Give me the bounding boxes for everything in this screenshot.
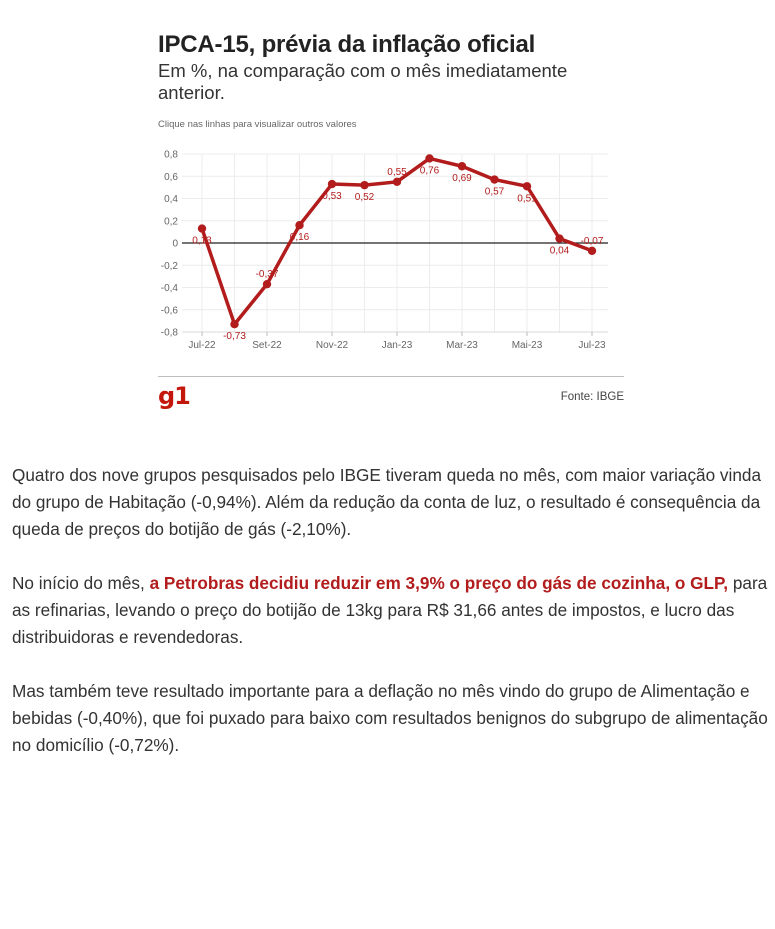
x-tick-label: Nov-22 xyxy=(316,340,349,351)
data-label: -0,37 xyxy=(256,269,279,280)
y-tick-label: 0,4 xyxy=(164,194,178,205)
data-point xyxy=(490,175,499,184)
chart-divider xyxy=(158,376,624,377)
chart-source: Fonte: IBGE xyxy=(560,391,624,403)
data-point xyxy=(360,180,369,190)
data-point xyxy=(327,179,337,189)
data-label: 0,52 xyxy=(355,192,375,203)
petrobras-link[interactable]: a Petrobras decidiu reduzir em 3,9% o pr… xyxy=(149,573,729,593)
y-tick-label: -0,2 xyxy=(161,261,179,272)
data-point xyxy=(262,279,272,289)
y-tick-label: 0,8 xyxy=(164,150,178,161)
y-tick-label: 0,2 xyxy=(164,216,178,227)
data-label: 0,53 xyxy=(322,191,342,202)
data-label: 0,55 xyxy=(387,167,407,178)
x-tick-label: Mar-23 xyxy=(446,340,478,351)
article-body: Quatro dos nove grupos pesquisados pelo … xyxy=(12,462,772,786)
data-label: 0,76 xyxy=(420,165,440,176)
data-point xyxy=(522,182,532,191)
data-label: 0,16 xyxy=(290,232,310,243)
data-point xyxy=(295,221,304,230)
x-tick-label: Mai-23 xyxy=(512,340,543,351)
data-label: 0,51 xyxy=(517,193,537,204)
x-tick-label: Set-22 xyxy=(252,340,282,351)
data-label: 0,04 xyxy=(550,246,570,257)
y-tick-label: -0,8 xyxy=(161,328,179,339)
g1-logo[interactable]: g1 xyxy=(158,382,191,410)
data-label: 0,13 xyxy=(192,236,212,247)
data-point xyxy=(457,162,467,171)
data-point xyxy=(230,320,239,329)
data-point xyxy=(392,177,402,187)
x-tick-label: Jan-23 xyxy=(382,340,413,351)
data-label: 0,57 xyxy=(485,187,505,198)
x-tick-label: Jul-22 xyxy=(188,340,216,351)
article-paragraph-1: Quatro dos nove grupos pesquisados pelo … xyxy=(12,465,762,539)
y-tick-label: -0,4 xyxy=(161,283,179,294)
line-chart[interactable]: 0,8 0,6 0,4 0,2 0 -0,2 -0,4 -0,6 -0,8 Jul-22 Set-2… xyxy=(130,140,620,360)
article-paragraph-2: No início do mês, a Petrobras decidiu re… xyxy=(12,570,772,651)
data-label: -0,73 xyxy=(223,331,246,342)
y-tick-label: 0 xyxy=(172,239,178,250)
x-tick-label: Jul-23 xyxy=(578,340,606,351)
y-tick-label: -0,6 xyxy=(161,305,179,316)
chart-figure: IPCA-15, prévia da inflação oficial Em %… xyxy=(158,30,624,130)
data-point xyxy=(425,154,434,163)
chart-subtitle: Em %, na comparação com o mês imediatame… xyxy=(158,60,568,103)
article-paragraph-3: Mas também teve resultado importante par… xyxy=(12,681,768,755)
data-point xyxy=(587,246,597,255)
p2-prefix: No início do mês, xyxy=(12,573,150,593)
data-label: -0,07 xyxy=(581,236,604,247)
data-point xyxy=(555,234,564,243)
chart-title: IPCA-15, prévia da inflação oficial xyxy=(158,31,536,58)
data-label: 0,69 xyxy=(452,173,472,184)
y-tick-label: 0,6 xyxy=(164,172,178,183)
data-point xyxy=(197,224,207,233)
chart-hint: Clique nas linhas para visualizar outros… xyxy=(158,119,357,130)
p2-suffix: para as refinarias, levando o preço do b… xyxy=(12,573,768,647)
